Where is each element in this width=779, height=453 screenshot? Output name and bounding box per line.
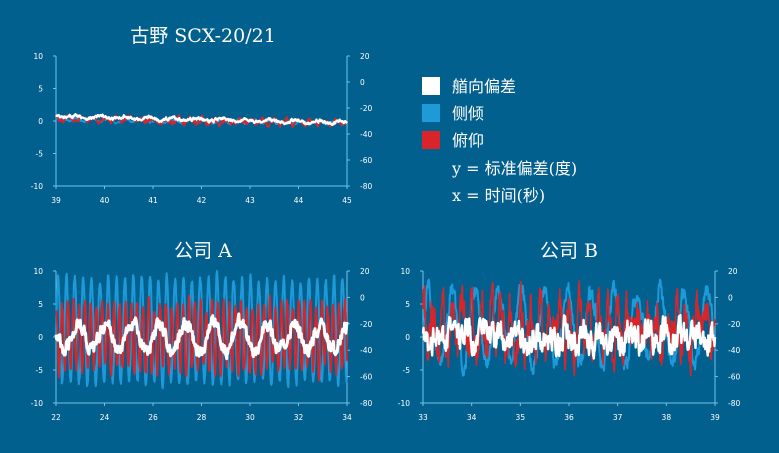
y-tick-label: -5 (36, 366, 44, 375)
y2-tick-label: 20 (360, 52, 370, 61)
y2-tick-label: 0 (360, 78, 365, 87)
legend-label-yaw: 艏向偏差 (452, 77, 516, 96)
y-tick-label: 0 (405, 333, 410, 342)
y2-tick-label: -20 (728, 320, 740, 329)
y2-tick-label: -60 (360, 373, 372, 382)
x-tick-label: 34 (342, 413, 352, 422)
x-tick-label: 26 (148, 413, 158, 422)
y-tick-label: 0 (38, 333, 43, 342)
chart-title-furuno: 古野 SCX-20/21 (130, 25, 276, 47)
chart-company-a: 公司 A 10 5 0 -5 -10 20 0 -20 -40 -60 -80 22 24 26 28 30 3… (31, 240, 373, 422)
y-tick-label: -10 (398, 399, 410, 408)
y-tick-label: 5 (405, 300, 410, 309)
x-tick-label: 37 (613, 413, 623, 422)
chart-title-company-b: 公司 B (540, 240, 598, 262)
x-tick-label: 22 (51, 413, 61, 422)
y2-tick-label: 20 (728, 267, 738, 276)
y-tick-label: -10 (31, 399, 43, 408)
y-tick-label: 0 (38, 117, 43, 126)
legend-swatch-yaw (422, 77, 440, 95)
y2-tick-label: -80 (728, 399, 740, 408)
y-tick-label: -5 (403, 366, 411, 375)
x-tick-label: 28 (197, 413, 207, 422)
y-tick-label: 10 (33, 267, 43, 276)
series-line-pitch (55, 294, 348, 382)
y-tick-label: 5 (38, 85, 43, 94)
x-tick-label: 44 (294, 196, 304, 205)
x-tick-label: 42 (197, 196, 207, 205)
y-tick-label: 5 (38, 300, 43, 309)
x-tick-label: 38 (662, 413, 672, 422)
y2-tick-label: -60 (360, 156, 372, 165)
x-tick-label: 36 (564, 413, 574, 422)
legend-label-roll: 侧倾 (452, 104, 484, 123)
y2-tick-label: -20 (360, 320, 372, 329)
series-line-yaw (54, 312, 349, 361)
legend-swatch-pitch (422, 131, 440, 149)
legend-note-x: x = 时间(秒) (452, 186, 545, 205)
x-tick-label: 39 (710, 413, 720, 422)
x-tick-label: 39 (51, 196, 61, 205)
y2-tick-label: 0 (360, 293, 365, 302)
y2-tick-label: -40 (728, 346, 740, 355)
x-tick-label: 41 (148, 196, 158, 205)
legend-swatch-roll (422, 104, 440, 122)
y2-tick-label: -40 (360, 346, 372, 355)
x-tick-label: 33 (418, 413, 428, 422)
x-tick-label: 32 (294, 413, 304, 422)
chart-title-company-a: 公司 A (174, 240, 232, 262)
x-tick-label: 35 (516, 413, 526, 422)
y-tick-label: -10 (31, 182, 43, 191)
legend-label-pitch: 俯仰 (452, 131, 484, 150)
x-tick-label: 40 (100, 196, 110, 205)
x-tick-label: 24 (100, 413, 110, 422)
chart-furuno: 古野 SCX-20/21 10 5 0 -5 -10 20 0 -20 -40 -60 -80 39 4… (31, 25, 373, 205)
x-tick-label: 43 (245, 196, 255, 205)
y2-tick-label: -40 (360, 130, 372, 139)
y2-tick-label: -80 (360, 399, 372, 408)
series-line-yaw (55, 112, 349, 127)
y-tick-label: 10 (33, 52, 43, 61)
y-tick-label: -5 (36, 150, 44, 159)
y2-tick-label: -20 (360, 104, 372, 113)
x-tick-label: 45 (342, 196, 352, 205)
legend: 艏向偏差 侧倾 俯仰 y = 标准偏差(度) x = 时间(秒) (422, 77, 577, 205)
x-tick-label: 34 (467, 413, 477, 422)
y-tick-label: 10 (400, 267, 410, 276)
y2-tick-label: -60 (728, 373, 740, 382)
series-line-yaw (421, 313, 717, 360)
y2-tick-label: -80 (360, 182, 372, 191)
chart-company-b: 公司 B 10 5 0 -5 -10 20 0 -20 -40 -60 -80 33 34 35 36 37 3… (398, 240, 741, 422)
y2-tick-label: 0 (728, 293, 733, 302)
y2-tick-label: 20 (360, 267, 370, 276)
x-tick-label: 30 (245, 413, 255, 422)
legend-note-y: y = 标准偏差(度) (451, 159, 577, 178)
